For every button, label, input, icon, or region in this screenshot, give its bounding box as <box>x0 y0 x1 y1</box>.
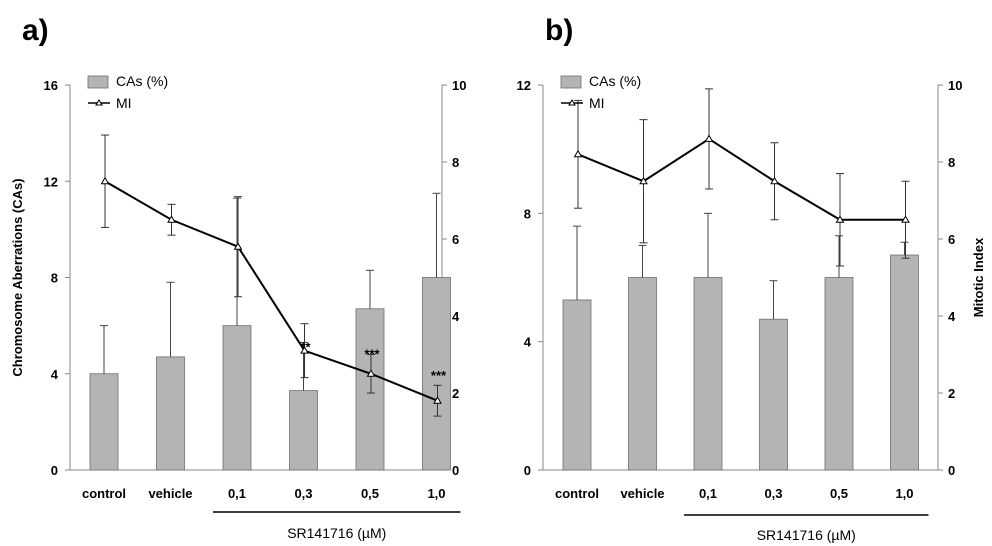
x-tick-label: vehicle <box>148 486 192 501</box>
mi-series-line <box>577 137 906 221</box>
bar <box>156 356 185 471</box>
bar <box>422 277 451 471</box>
x-tick-label: 0,3 <box>294 486 312 501</box>
panel-label: a) <box>22 14 49 47</box>
y-tick-label-left: 4 <box>51 367 59 382</box>
x-tick-label: control <box>555 486 599 501</box>
treatment-group-label: SR141716 (µM) <box>287 525 386 541</box>
y-tick-label-right: 10 <box>948 78 962 93</box>
legend-bar-swatch <box>87 75 109 89</box>
bar <box>693 277 723 471</box>
legend-line-label: MI <box>116 95 132 111</box>
y-tick-label-left: 12 <box>44 174 58 189</box>
mi-point <box>770 176 779 185</box>
mi-point <box>100 176 110 185</box>
mi-point <box>901 215 910 223</box>
y-tick-label-right: 2 <box>452 386 459 401</box>
legend-line-label: MI <box>589 95 605 111</box>
x-tick-label: 1,0 <box>895 486 913 501</box>
mi-point <box>573 149 583 158</box>
x-tick-label: 0,1 <box>228 486 246 501</box>
significance-marker: ** <box>300 339 311 354</box>
legend-bar-label: CAs (%) <box>589 73 641 89</box>
bar <box>289 390 318 471</box>
y-tick-label-right: 2 <box>948 386 955 401</box>
y-tick-label-left: 0 <box>51 463 58 478</box>
mi-point <box>233 242 243 250</box>
y-tick-label-right: 8 <box>452 155 459 170</box>
y-tick-label-right: 10 <box>452 78 466 93</box>
y-axis-title-left: Chromosome Aberrations (CAs) <box>10 178 25 376</box>
bar <box>890 254 919 471</box>
y-tick-label-left: 8 <box>51 271 58 286</box>
y-tick-label-right: 4 <box>452 309 460 324</box>
mi-point <box>433 396 442 404</box>
mi-series-line <box>104 180 438 402</box>
bar <box>824 277 854 471</box>
y-tick-label-right: 4 <box>948 309 956 324</box>
bar <box>222 325 252 471</box>
mi-point <box>300 346 309 354</box>
significance-marker: *** <box>431 368 447 383</box>
mi-point <box>704 134 714 142</box>
x-tick-label: 0,1 <box>699 486 717 501</box>
treatment-group-label: SR141716 (µM) <box>757 527 856 543</box>
x-tick-label: 0,5 <box>830 486 848 501</box>
x-tick-label: 0,5 <box>361 486 379 501</box>
y-tick-label-right: 6 <box>948 232 955 247</box>
legend-bar-label: CAs (%) <box>116 73 168 89</box>
y-tick-label-left: 8 <box>524 206 531 221</box>
x-tick-label: vehicle <box>620 486 664 501</box>
bar <box>562 299 592 471</box>
legend-bar-swatch <box>560 75 582 89</box>
panel-label: b) <box>545 14 573 47</box>
y-tick-label-right: 6 <box>452 232 459 247</box>
y-tick-label-right: 0 <box>948 463 955 478</box>
y-tick-label-right: 8 <box>948 155 955 170</box>
y-tick-label-left: 4 <box>524 335 532 350</box>
mi-point <box>167 215 176 223</box>
legend-line-marker <box>95 99 103 106</box>
legend-line-marker <box>568 99 576 106</box>
mi-point <box>639 176 648 185</box>
bar <box>628 277 657 471</box>
chart-panel-b: b) 0 4 8 12 0 2 4 6 8 10 Mitotic Index control vehicl… <box>517 14 986 543</box>
bar <box>355 308 385 471</box>
x-tick-label: 0,3 <box>764 486 782 501</box>
y-tick-label-left: 12 <box>517 78 531 93</box>
y-axis-title-right: Mitotic Index <box>971 237 986 317</box>
significance-marker: *** <box>364 347 380 362</box>
y-tick-label-left: 16 <box>44 78 58 93</box>
mi-point <box>835 215 845 223</box>
y-tick-label-left: 0 <box>524 463 531 478</box>
x-tick-label: 1,0 <box>427 486 445 501</box>
mi-point <box>366 369 376 377</box>
chart-panel-a: a) 0 4 8 12 16 0 2 4 6 8 10 Chromosome Aberrations (… <box>10 14 466 541</box>
bar <box>759 318 788 471</box>
x-tick-label: control <box>82 486 126 501</box>
bar <box>89 373 119 471</box>
y-tick-label-right: 0 <box>452 463 459 478</box>
